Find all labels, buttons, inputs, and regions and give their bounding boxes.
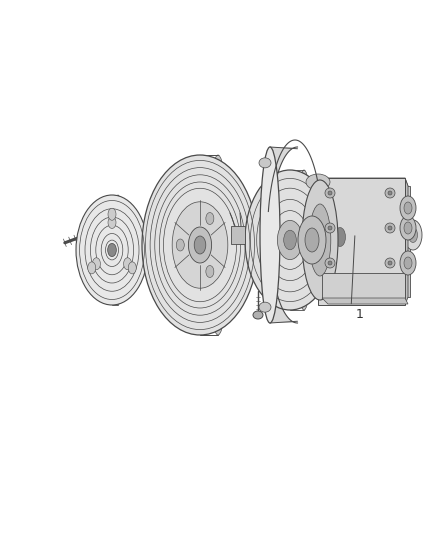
Ellipse shape <box>404 257 412 269</box>
Ellipse shape <box>387 218 409 254</box>
Ellipse shape <box>108 216 116 229</box>
Ellipse shape <box>302 180 338 300</box>
Ellipse shape <box>388 226 392 230</box>
Ellipse shape <box>305 228 319 252</box>
Ellipse shape <box>92 258 100 270</box>
Ellipse shape <box>404 202 412 214</box>
Ellipse shape <box>128 262 136 274</box>
Ellipse shape <box>392 227 403 245</box>
Ellipse shape <box>124 258 131 270</box>
Ellipse shape <box>188 227 212 263</box>
Ellipse shape <box>385 188 395 198</box>
Ellipse shape <box>306 240 330 256</box>
Ellipse shape <box>298 216 326 264</box>
Polygon shape <box>405 178 408 305</box>
Ellipse shape <box>404 222 412 234</box>
Ellipse shape <box>328 226 332 230</box>
Ellipse shape <box>206 265 214 278</box>
Ellipse shape <box>206 213 214 224</box>
Ellipse shape <box>88 262 96 274</box>
Ellipse shape <box>306 218 330 234</box>
Polygon shape <box>322 298 408 304</box>
Ellipse shape <box>245 170 335 310</box>
Ellipse shape <box>194 236 206 254</box>
Ellipse shape <box>388 261 392 265</box>
Ellipse shape <box>259 302 271 312</box>
Text: 1: 1 <box>355 308 363 321</box>
FancyBboxPatch shape <box>231 226 245 244</box>
Ellipse shape <box>359 199 381 275</box>
Ellipse shape <box>400 196 416 220</box>
Polygon shape <box>270 147 297 323</box>
Ellipse shape <box>328 216 352 258</box>
Ellipse shape <box>400 216 416 240</box>
Ellipse shape <box>296 170 312 310</box>
Ellipse shape <box>113 195 124 305</box>
Ellipse shape <box>142 155 258 335</box>
Ellipse shape <box>253 311 263 319</box>
Ellipse shape <box>108 244 117 256</box>
Ellipse shape <box>309 204 331 276</box>
Ellipse shape <box>176 239 184 251</box>
Ellipse shape <box>328 191 332 195</box>
Ellipse shape <box>400 251 416 275</box>
Ellipse shape <box>328 261 332 265</box>
Ellipse shape <box>284 230 296 250</box>
Ellipse shape <box>385 223 395 233</box>
Ellipse shape <box>325 188 335 198</box>
Ellipse shape <box>374 226 386 248</box>
Ellipse shape <box>388 191 392 195</box>
Ellipse shape <box>259 158 271 168</box>
Ellipse shape <box>306 196 330 212</box>
Ellipse shape <box>87 227 101 238</box>
Ellipse shape <box>208 155 229 335</box>
Ellipse shape <box>306 174 330 190</box>
Ellipse shape <box>306 262 330 278</box>
Polygon shape <box>322 273 405 298</box>
Polygon shape <box>326 186 410 297</box>
Ellipse shape <box>318 199 362 275</box>
Ellipse shape <box>367 215 393 259</box>
Ellipse shape <box>172 202 228 288</box>
Ellipse shape <box>277 221 303 260</box>
Ellipse shape <box>76 195 148 305</box>
Ellipse shape <box>409 228 417 243</box>
Ellipse shape <box>325 258 335 268</box>
Polygon shape <box>318 178 408 186</box>
Ellipse shape <box>404 220 422 250</box>
Ellipse shape <box>335 228 346 246</box>
Ellipse shape <box>325 223 335 233</box>
Ellipse shape <box>260 147 280 323</box>
Polygon shape <box>318 178 405 305</box>
Ellipse shape <box>108 208 116 220</box>
Ellipse shape <box>385 258 395 268</box>
